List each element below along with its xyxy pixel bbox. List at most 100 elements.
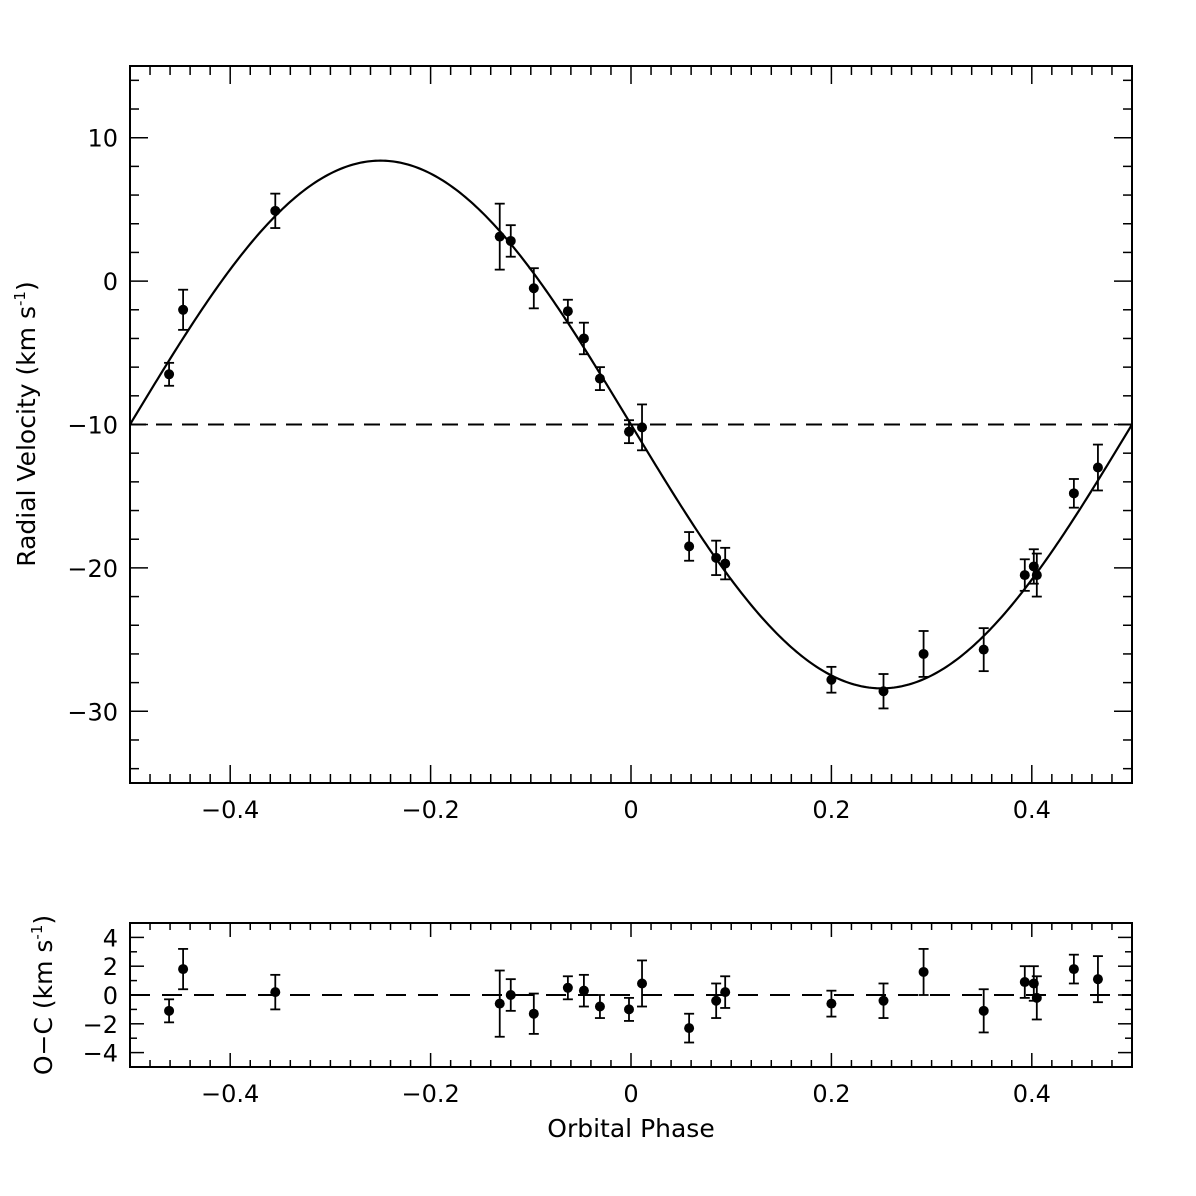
data-marker [164,369,175,380]
data-point [505,224,516,258]
data-point [684,531,695,562]
x-tick-label: −0.4 [201,1080,259,1108]
top-y-tick-labels: 10 0 −10 −20 −30 [67,125,118,727]
data-point [178,288,189,331]
data-point [594,994,605,1019]
data-point [1092,955,1103,1004]
data-point [494,969,505,1038]
y-tick-label: −20 [67,555,118,583]
y-tick-label: 0 [103,268,118,296]
data-point [1019,558,1030,592]
top-x-tick-labels: −0.4 −0.2 0 0.2 0.4 [201,796,1051,824]
data-marker [826,674,837,685]
data-point [270,192,281,229]
data-point [1031,975,1042,1021]
data-marker [684,1023,695,1034]
radial-velocity-points [164,192,1103,710]
data-marker [878,686,889,697]
data-point [720,546,731,581]
residuals-panel: −0.4 −0.2 0 0.2 0.4 420−2−4 O−C (km s-1) Orb… [28,915,1133,1143]
data-marker [978,1005,989,1016]
data-marker [918,648,929,659]
data-marker [270,987,281,998]
data-marker [494,998,505,1009]
data-point [623,996,634,1022]
data-point [1092,443,1103,492]
data-point [711,539,722,576]
data-point [978,988,989,1034]
data-point [528,992,539,1035]
data-marker [178,304,189,315]
data-marker [494,231,505,242]
data-point [1068,953,1079,985]
data-marker [1068,488,1079,499]
y-tick-label: −30 [67,698,118,726]
y-tick-label: −4 [83,1040,118,1068]
data-point [1068,478,1079,509]
data-marker [1031,570,1042,581]
data-point [494,202,505,271]
model-curve-path [129,159,1133,690]
data-point [164,361,175,387]
data-point [978,627,989,673]
data-marker [578,333,589,344]
data-marker [978,644,989,655]
x-tick-label: 0 [623,1080,638,1108]
data-marker [720,987,731,998]
data-point [578,973,589,1008]
data-marker [637,422,648,433]
data-point [594,366,605,391]
y-tick-label: 0 [103,982,118,1010]
data-point [684,1012,695,1044]
data-point [164,998,175,1024]
data-point [637,403,648,452]
data-marker [826,998,837,1009]
data-marker [1019,977,1030,988]
data-marker [918,966,929,977]
x-tick-label: −0.4 [201,796,259,824]
y-tick-label: −2 [83,1011,118,1039]
orbit-model-curve [129,159,1133,690]
top-panel-ticks [129,66,1133,783]
data-marker [1068,964,1079,975]
data-point [505,978,516,1012]
data-marker [711,995,722,1006]
data-point [562,975,573,1001]
data-marker [1019,570,1030,581]
data-marker [720,558,731,569]
top-panel-frame [129,65,1133,784]
data-point [826,989,837,1018]
x-tick-label: 0.4 [1013,796,1051,824]
y-tick-label: 10 [87,125,118,153]
data-point [720,975,731,1009]
data-marker [684,541,695,552]
data-marker [562,982,573,993]
data-point [623,419,634,445]
data-marker [528,283,539,294]
x-tick-label: 0.2 [812,1080,850,1108]
data-point [178,948,189,991]
x-tick-label: 0.2 [812,796,850,824]
data-point [878,982,889,1019]
radial-velocity-panel: −0.4 −0.2 0 0.2 0.4 10 0 −10 −20 −30 Radial Velo… [11,65,1133,824]
data-point [562,298,573,324]
data-point [918,630,929,678]
data-marker [623,426,634,437]
data-marker [594,1001,605,1012]
x-axis-label-orbital-phase: Orbital Phase [547,1114,714,1143]
data-point [1019,965,1030,999]
data-point [578,321,589,356]
data-marker [878,995,889,1006]
data-point [637,959,648,1008]
data-marker [178,964,189,975]
data-marker [711,552,722,563]
data-marker [1092,462,1103,473]
x-tick-label: 0.4 [1013,1080,1051,1108]
data-marker [164,1005,175,1016]
data-marker [594,373,605,384]
y-axis-label-o-minus-c: O−C (km s-1) [28,915,58,1075]
bottom-panel-ticks [129,922,1133,1068]
data-marker [1031,992,1042,1003]
data-point [711,982,722,1019]
